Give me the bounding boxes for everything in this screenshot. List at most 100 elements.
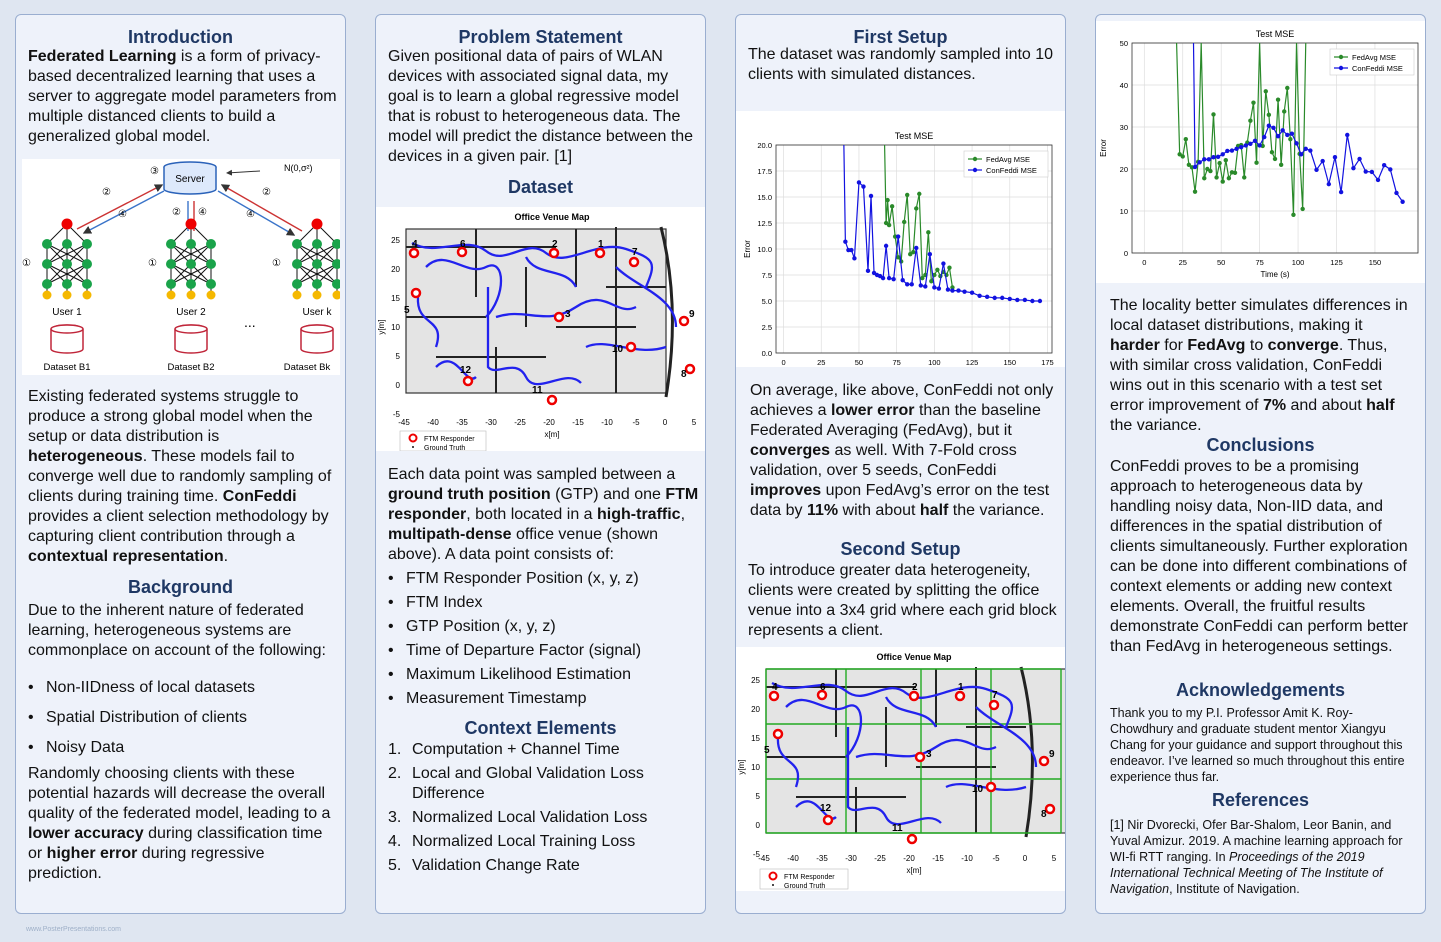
list-item: Spatial Distribution of clients: [28, 703, 255, 733]
dataset-icon: [50, 324, 334, 354]
user-1-label: User 1: [52, 307, 82, 318]
data-point: [1242, 175, 1247, 180]
first-setup-title: First Setup: [853, 27, 948, 47]
svg-text:7: 7: [632, 247, 638, 258]
background-para-2: Randomly choosing clients with these pot…: [28, 765, 331, 882]
svg-text:②: ②: [262, 187, 271, 198]
legend-marker: [1338, 65, 1344, 71]
data-point: [909, 282, 914, 287]
conclusions-text: ConFeddi proves to be a promising approa…: [1110, 458, 1408, 655]
data-point: [1351, 165, 1356, 171]
data-point: [1269, 150, 1275, 155]
data-point: [1192, 189, 1198, 194]
context-list: 1. Computation + Channel Time 2. Local and…: [388, 740, 698, 876]
svg-text:-15: -15: [932, 854, 944, 863]
data-point: [886, 275, 892, 281]
y-tick-label: 0.0: [762, 349, 772, 358]
data-point: [1326, 181, 1332, 187]
x-tick-label: 25: [1179, 258, 1187, 267]
data-point: [1220, 179, 1225, 184]
data-point: [1381, 163, 1387, 168]
office-map-2: Office Venue Map: [736, 647, 1065, 891]
x-tick-label: 0: [781, 358, 785, 367]
data-point: [1211, 155, 1216, 160]
reference-1: [1] Nir Dvorecki, Ofer Bar-Shalom, Leor …: [1110, 818, 1403, 896]
svg-text:7: 7: [992, 690, 998, 701]
data-point: [1254, 160, 1259, 165]
y-tick-label: 20: [1120, 165, 1128, 174]
svg-text:③: ③: [150, 166, 159, 177]
x-axis-label: Time (s): [1260, 270, 1289, 279]
svg-text:FTM Responder: FTM Responder: [424, 436, 475, 443]
svg-text:4: 4: [412, 239, 418, 250]
x-tick-label: 150: [1369, 258, 1382, 267]
svg-text:10: 10: [391, 323, 400, 332]
svg-text:-30: -30: [845, 854, 857, 863]
data-point: [1225, 148, 1230, 154]
data-point: [1223, 157, 1228, 163]
svg-text:8: 8: [681, 369, 687, 380]
data-point: [950, 288, 955, 293]
data-point: [1332, 155, 1338, 160]
map-title: Office Venue Map: [514, 212, 590, 222]
data-point: [1388, 167, 1393, 172]
data-point: [1280, 128, 1285, 133]
svg-text:0: 0: [663, 418, 668, 427]
x-tick-label: 125: [966, 358, 979, 367]
data-point: [1394, 190, 1399, 196]
data-point: [956, 288, 961, 293]
data-point: [1037, 298, 1043, 304]
data-point: [1220, 152, 1225, 157]
data-point: [962, 289, 967, 294]
data-point: [929, 279, 934, 284]
svg-text:5: 5: [396, 352, 401, 361]
map-title: Office Venue Map: [876, 652, 952, 662]
x-tick-label: 175: [1041, 358, 1054, 367]
data-point: [1303, 146, 1308, 152]
svg-text:0: 0: [396, 381, 401, 390]
data-point: [918, 283, 923, 288]
y-tick-label: 2.5: [762, 323, 772, 332]
y-axis-label: Error: [1099, 139, 1108, 157]
data-point: [1243, 143, 1248, 148]
data-point: [1338, 189, 1344, 195]
data-point: [1192, 164, 1198, 170]
data-point: [992, 295, 997, 301]
data-point: [1262, 134, 1267, 140]
data-point: [1369, 169, 1375, 175]
data-point: [1202, 176, 1207, 181]
svg-text:5: 5: [764, 745, 770, 756]
footer-url: www.PosterPresentations.com: [26, 926, 121, 933]
data-point: [901, 219, 907, 225]
legend-label: FedAvg MSE: [1352, 53, 1396, 62]
svg-text:9: 9: [689, 309, 695, 320]
data-point: [1271, 125, 1276, 131]
data-point: [1308, 148, 1313, 153]
data-point: [950, 285, 955, 290]
x-tick-label: 150: [1004, 358, 1017, 367]
data-point: [895, 234, 901, 239]
data-point: [892, 234, 898, 239]
list-item: FTM Index: [388, 591, 641, 615]
federated-diagram: Server N(0,σ²) ③ ② ④ ② ④ ② ④: [22, 159, 343, 375]
y-tick-label: 10: [1120, 207, 1128, 216]
data-point: [1238, 144, 1244, 150]
svg-text:x[m]: x[m]: [544, 430, 559, 439]
data-point: [1289, 131, 1295, 136]
data-point: [889, 204, 895, 209]
svg-text:②: ②: [172, 207, 181, 218]
data-point: [1288, 136, 1293, 142]
list-item: Measurement Timestamp: [388, 687, 641, 711]
mse-chart-1: Test MSE 0 25 50 75 100 125 150 175 0.0 2.5 5.0 7.5 1…: [736, 111, 1065, 379]
svg-text:-10: -10: [601, 418, 613, 427]
svg-text:10: 10: [612, 344, 624, 355]
list-item: 2. Local and Global Validation Loss Diffe…: [388, 765, 644, 802]
y-tick-label: 5.0: [762, 297, 772, 306]
svg-text:0: 0: [756, 821, 761, 830]
data-point: [846, 247, 851, 253]
svg-text:9: 9: [1049, 749, 1055, 760]
svg-text:-25: -25: [514, 418, 526, 427]
svg-text:-15: -15: [572, 418, 584, 427]
x-tick-label: 50: [1217, 258, 1225, 267]
svg-text:①: ①: [272, 258, 281, 269]
